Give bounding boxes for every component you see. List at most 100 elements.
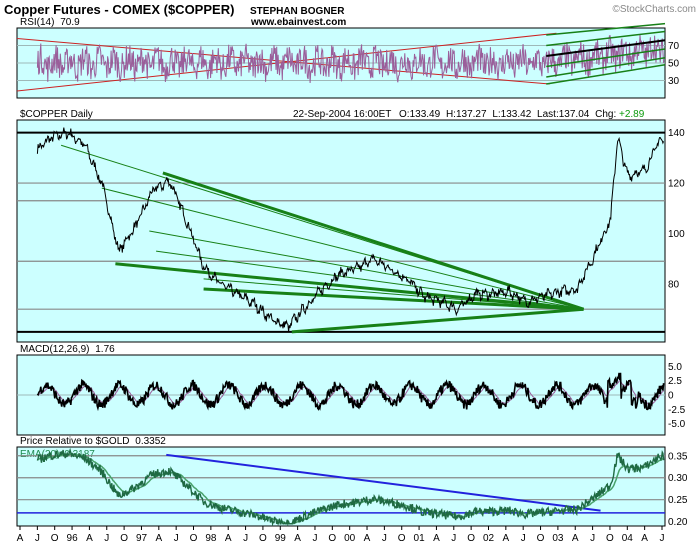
y-tick-label: 0.30: [668, 473, 688, 484]
y-tick-label: 100: [668, 229, 685, 240]
rsi-axis: 70 50 30: [668, 41, 680, 87]
macd-name: MACD(12,26,9): [20, 344, 89, 355]
rsi-channel-line: [546, 30, 666, 47]
y-tick-label: 5.0: [668, 362, 682, 373]
x-tick-label: J: [174, 533, 179, 544]
x-axis: A J O 96 A J O 97 A J O 98 A J O 99 A J O 00 A J O 01 A J O 02 A J O 03…: [17, 526, 665, 544]
macd-label: MACD(12,26,9) 1.76: [20, 344, 115, 355]
x-tick-label: A: [364, 533, 371, 544]
chart-title: Copper Futures - COMEX ($COPPER): [4, 2, 234, 17]
x-tick-label: 99: [275, 533, 287, 544]
rsi-label: RSI(14) 70.9: [20, 17, 80, 28]
trendline-thin: [149, 230, 584, 310]
x-tick-label: O: [51, 533, 59, 544]
quote-last: Last:137.04: [537, 109, 590, 120]
price-line: [36, 127, 665, 332]
x-tick-label: O: [398, 533, 406, 544]
quote-high: H:137.27: [446, 109, 487, 120]
rsi-trend-red: [16, 32, 557, 92]
relative-line: [36, 447, 665, 527]
rsi-channel-line: [546, 64, 666, 85]
x-tick-label: O: [259, 533, 267, 544]
macd-axis: 5.0 2.5 0 -2.5 -5.0: [668, 362, 686, 430]
x-tick-label: O: [606, 533, 614, 544]
relative-axis: 0.35 0.30 0.25 0.20: [668, 451, 688, 528]
x-tick-label: J: [104, 533, 109, 544]
x-tick-label: A: [225, 533, 232, 544]
x-tick-label: J: [243, 533, 248, 544]
trendline-thick: [291, 307, 584, 334]
x-tick-label: A: [572, 533, 579, 544]
quote-date: 22-Sep-2004 16:00ET: [293, 109, 391, 120]
relative-last: 0.3352: [135, 436, 166, 447]
x-tick-label: A: [641, 533, 648, 544]
rsi-name: RSI(14): [20, 17, 54, 28]
y-tick-label: 30: [668, 76, 680, 87]
x-tick-label: 01: [414, 533, 426, 544]
trendline-thick: [203, 287, 584, 311]
x-tick-label: J: [451, 533, 456, 544]
relative-label: Price Relative to $GOLD 0.3352: [20, 436, 166, 447]
quote-chg: +2.89: [619, 109, 645, 120]
macd-line: [36, 372, 665, 412]
x-tick-label: O: [467, 533, 475, 544]
price-quote: 22-Sep-2004 16:00ET O:133.49 H:137.27 L:…: [293, 109, 645, 120]
x-tick-label: J: [313, 533, 318, 544]
y-tick-label: 140: [668, 128, 685, 139]
price-series: [17, 127, 665, 334]
y-tick-label: 70: [668, 41, 680, 52]
watermark: ©StockCharts.com: [612, 4, 696, 15]
x-tick-label: O: [190, 533, 198, 544]
relative-series: [17, 447, 665, 527]
quote-chg-label: Chg:: [595, 109, 616, 120]
quote-open: O:133.49: [399, 109, 441, 120]
rsi-series: [16, 22, 666, 92]
y-tick-label: 50: [668, 59, 680, 70]
chart-author: STEPHAN BOGNER: [250, 6, 345, 17]
x-tick-label: J: [382, 533, 387, 544]
rsi-channel-line: [546, 48, 666, 68]
rsi-channel-line: [546, 22, 666, 36]
y-tick-label: 0: [668, 391, 674, 402]
rsi-last: 70.9: [60, 17, 80, 28]
trendline-thick: [115, 262, 584, 311]
y-tick-label: 0.25: [668, 495, 688, 506]
trendline-thin: [101, 187, 584, 310]
x-tick-label: J: [660, 533, 665, 544]
x-tick-label: 03: [552, 533, 564, 544]
y-tick-label: 80: [668, 280, 680, 291]
x-tick-label: 04: [622, 533, 634, 544]
x-tick-label: O: [537, 533, 545, 544]
x-tick-label: J: [521, 533, 526, 544]
x-tick-label: A: [433, 533, 440, 544]
x-tick-label: A: [155, 533, 162, 544]
y-tick-label: 120: [668, 179, 685, 190]
x-tick-label: A: [294, 533, 301, 544]
y-tick-label: -5.0: [668, 419, 686, 430]
trendline-thick: [162, 171, 585, 311]
price-axis: 140 120 100 80: [668, 128, 685, 290]
x-tick-label: 00: [344, 533, 356, 544]
price-symbol: $COPPER Daily: [20, 109, 93, 120]
x-tick-label: O: [120, 533, 128, 544]
x-tick-label: J: [35, 533, 40, 544]
rsi-channel-line: [546, 39, 666, 57]
x-tick-label: A: [86, 533, 93, 544]
y-tick-label: 0.20: [668, 517, 688, 528]
x-tick-label: A: [502, 533, 509, 544]
rsi-channel-line: [546, 57, 666, 78]
x-tick-label: 96: [67, 533, 79, 544]
macd-series: [17, 372, 665, 412]
relative-name: Price Relative to $GOLD: [20, 436, 130, 447]
y-tick-label: -2.5: [668, 405, 686, 416]
quote-low: L:133.42: [492, 109, 531, 120]
y-tick-label: 2.5: [668, 376, 682, 387]
relative-trend-blue: [166, 453, 601, 512]
x-tick-label: O: [328, 533, 336, 544]
x-tick-label: 98: [205, 533, 217, 544]
x-tick-label: 97: [136, 533, 148, 544]
y-tick-label: 0.35: [668, 451, 688, 462]
macd-last: 1.76: [95, 344, 115, 355]
